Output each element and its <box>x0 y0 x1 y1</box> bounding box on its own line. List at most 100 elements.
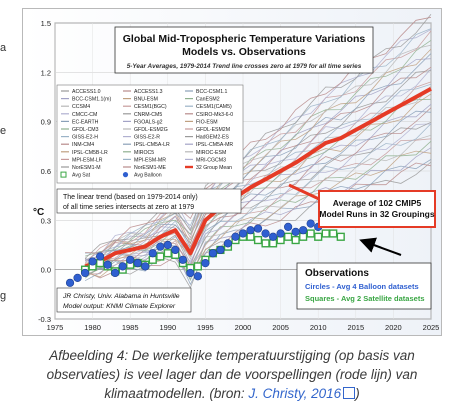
model-callout-box <box>318 190 436 228</box>
legend-entry: CanESM2 <box>196 97 220 103</box>
y-tick-label: 0.3 <box>41 216 51 225</box>
satellite-square-point <box>291 235 300 245</box>
legend-entry: CSIRO-Mk3-6-0 <box>196 112 233 118</box>
balloon-circle-point <box>96 252 105 261</box>
model-callout-text: Average of 102 CMIP5 Model Runs in 32 Gro… <box>319 198 435 219</box>
balloon-circle-point <box>276 229 285 238</box>
observations-circles-note: Circles - Avg 4 Balloon datasets <box>305 282 419 291</box>
model-run-line <box>84 123 432 275</box>
balloon-circle-point <box>223 239 233 248</box>
balloon-circle-point <box>156 242 165 251</box>
legend-entry: FIO-ESM <box>196 119 218 125</box>
balloon-circle-point <box>284 222 293 232</box>
satellite-square-point <box>156 252 165 261</box>
group-mean-line <box>84 87 432 269</box>
satellite-square-point <box>336 232 345 241</box>
balloon-circle-point <box>291 227 300 236</box>
satellite-square-point <box>246 232 255 241</box>
legend-entry: HadGEM2-ES <box>196 135 229 141</box>
balloon-circle-point <box>73 273 82 282</box>
legend-entry: IPSL-CM5B-LR <box>72 150 108 156</box>
credit-box <box>56 287 192 313</box>
observations-pointer <box>359 237 402 256</box>
y-axis-label: °C <box>33 207 44 218</box>
model-run-line <box>84 121 432 276</box>
chart-figure: -0.3 0.0 0.3 0.6 0.9 1.2 1.5 1975 1980 1985 1990 19… <box>22 8 442 336</box>
edge-text-fragment: a <box>0 42 7 54</box>
y-tick-label: 1.5 <box>41 19 51 28</box>
observations-title: Observations <box>305 268 369 279</box>
balloon-circle-point <box>201 258 210 268</box>
balloon-circle-point <box>111 268 120 278</box>
edge-text-fragment: e <box>0 125 7 137</box>
edge-text-fragment: g <box>0 290 7 302</box>
legend-entry: GFDL-ESM2M <box>196 127 230 133</box>
balloon-circle-point <box>126 255 135 264</box>
trend-note-text: The linear trend (based on 1979-2014 onl… <box>63 194 198 211</box>
x-tick-label: 1990 <box>159 323 176 332</box>
legend-entry: MPI-ESM-LR <box>72 157 103 163</box>
legend-entry: CMCC-CM <box>72 112 97 118</box>
legend-entry: CESM1(CAM5) <box>196 104 232 110</box>
legend-swatch <box>60 171 67 178</box>
legend-entry: GISS-E2-H <box>72 135 98 141</box>
x-tick-label: 2020 <box>385 323 402 332</box>
y-tick-label: -0.3 <box>38 315 51 324</box>
figure-caption: Afbeelding 4: De werkelijke temperatuurs… <box>26 346 438 403</box>
balloon-circle-point <box>253 224 263 233</box>
legend-entry: IPSL-CM5A-LR <box>134 142 170 148</box>
title-box <box>114 26 374 74</box>
balloon-circle-point <box>231 232 240 241</box>
satellite-square-point <box>268 239 278 248</box>
legend-entry: MPI-ESM-MR <box>134 157 166 163</box>
y-tick-label: 0.0 <box>41 266 51 275</box>
model-run-line <box>84 39 432 257</box>
legend-entry: BCC-CSM1.1(m) <box>72 97 111 103</box>
satellite-square-point <box>299 232 308 241</box>
legend-entry: INM-CM4 <box>72 142 94 148</box>
caption-text: Afbeelding 4: De werkelijke temperatuurs… <box>46 348 418 401</box>
legend-entry: NorESM1-ME <box>134 165 167 171</box>
satellite-square-point <box>276 235 285 245</box>
legend-entry: MIROC-ESM <box>196 150 226 156</box>
balloon-circle-point <box>178 255 187 264</box>
balloon-circle-point <box>193 272 202 281</box>
legend-entry: CESM1(BGC) <box>134 104 167 110</box>
x-tick-label: 2025 <box>423 323 440 332</box>
x-tick-label: 2005 <box>272 323 289 332</box>
satellite-square-point <box>314 232 323 241</box>
legend-swatch <box>122 172 129 178</box>
chart-subtitle: Models vs. Observations <box>182 46 306 58</box>
satellite-square-point <box>321 229 330 238</box>
balloon-circle-point <box>118 262 127 271</box>
legend-entry: GISS-E2-R <box>134 135 160 141</box>
x-tick-label: 1975 <box>47 323 64 332</box>
balloon-circle-point <box>88 257 97 266</box>
legend-entry: CNRM-CM5 <box>134 112 162 118</box>
legend-entry: MRI-CGCM3 <box>196 157 226 163</box>
legend-entry: Avg Balloon <box>134 173 162 179</box>
x-tick-label: 2010 <box>310 323 327 332</box>
balloon-circle-point <box>80 268 90 278</box>
x-tick-label: 1980 <box>84 323 101 332</box>
balloon-circle-point <box>171 245 180 255</box>
balloon-circle-point <box>148 249 157 258</box>
legend-entry: BCC-CSM1.1 <box>196 89 228 95</box>
legend-entry: BNU-ESM <box>134 97 158 103</box>
credit-line-1: JR Christy, Univ. Alabama in Huntsville <box>62 293 180 300</box>
credit-line-2: Model output: KNMI Climate Explorer <box>63 303 176 310</box>
model-run-line <box>84 48 432 268</box>
legend-entry: ACCESS1.3 <box>134 89 163 95</box>
satellite-square-point <box>261 239 270 248</box>
balloon-circle-point <box>306 219 315 228</box>
observations-box <box>296 262 432 310</box>
source-link[interactable]: J. Christy, 2016 <box>248 386 342 401</box>
external-link-icon <box>343 387 356 399</box>
balloon-circle-point <box>141 262 150 271</box>
model-run-line <box>84 123 432 270</box>
balloon-circle-point <box>299 226 308 235</box>
balloon-circle-point <box>133 258 142 268</box>
y-tick-label: 0.9 <box>41 118 51 127</box>
y-tick-label: 0.6 <box>41 167 51 176</box>
observations-squares-note: Squares - Avg 2 Satellite datasets <box>305 294 425 303</box>
